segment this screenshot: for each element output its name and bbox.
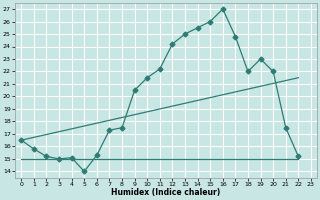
X-axis label: Humidex (Indice chaleur): Humidex (Indice chaleur) — [111, 188, 221, 197]
